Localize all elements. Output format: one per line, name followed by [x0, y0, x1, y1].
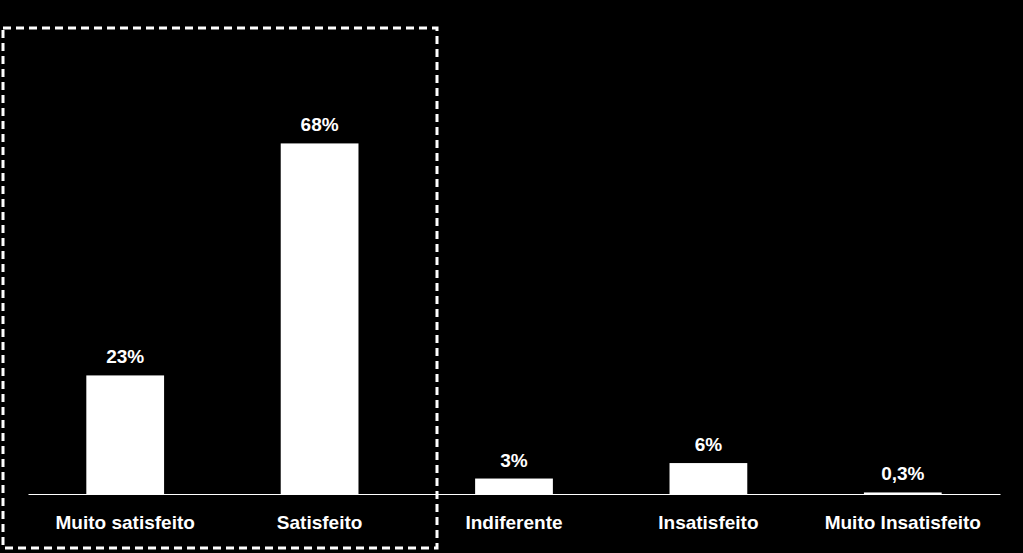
data-labels: 23% 68% 3% 6% 0,3% [106, 114, 924, 484]
x-tick-label: Insatisfeito [658, 512, 758, 533]
x-axis-line [29, 494, 1001, 495]
data-label: 68% [301, 114, 339, 135]
background [0, 0, 1023, 553]
chart-container: 23% 68% 3% 6% 0,3% Muito satisfeito Satisfeito… [0, 0, 1023, 553]
bar [475, 479, 553, 494]
data-label: 0,3% [881, 463, 924, 484]
data-label: 6% [695, 434, 723, 455]
x-tick: Satisfeito [277, 494, 363, 533]
x-tick: Indiferente [465, 494, 562, 533]
x-tick-label: Indiferente [465, 512, 562, 533]
data-label: 3% [500, 450, 528, 471]
highlight-box [3, 28, 437, 548]
x-axis: Muito satisfeito Satisfeito Indiferente Ins… [29, 494, 1001, 533]
x-tick-label: Satisfeito [277, 512, 363, 533]
bar [864, 492, 942, 494]
x-tick-label: Muito Insatisfeito [825, 512, 981, 533]
bars [86, 143, 941, 494]
x-tick: Insatisfeito [658, 494, 758, 533]
data-label: 23% [106, 346, 144, 367]
x-tick-label: Muito satisfeito [56, 512, 195, 533]
x-tick: Muito satisfeito [56, 494, 195, 533]
bar [86, 375, 164, 494]
chart-svg: 23% 68% 3% 6% 0,3% Muito satisfeito Satisfeito… [0, 0, 1023, 553]
bar [670, 463, 748, 494]
x-tick: Muito Insatisfeito [825, 494, 981, 533]
bar [281, 143, 359, 494]
